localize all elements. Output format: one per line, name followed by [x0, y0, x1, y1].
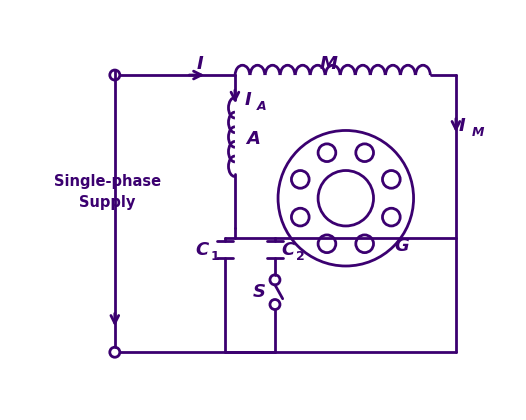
Text: 1: 1 [210, 250, 219, 263]
Text: I: I [459, 117, 466, 135]
Text: M: M [471, 126, 484, 139]
Text: A: A [247, 130, 260, 148]
Text: G: G [394, 237, 409, 255]
Text: C: C [281, 241, 295, 259]
Text: A: A [257, 100, 266, 113]
Text: I: I [196, 55, 203, 73]
Text: Supply: Supply [79, 195, 135, 210]
Text: S: S [253, 283, 266, 301]
Text: M: M [320, 55, 338, 73]
Text: 2: 2 [296, 250, 305, 263]
Text: I: I [244, 92, 251, 110]
Text: Single-phase: Single-phase [54, 174, 160, 189]
Text: C: C [195, 241, 208, 259]
